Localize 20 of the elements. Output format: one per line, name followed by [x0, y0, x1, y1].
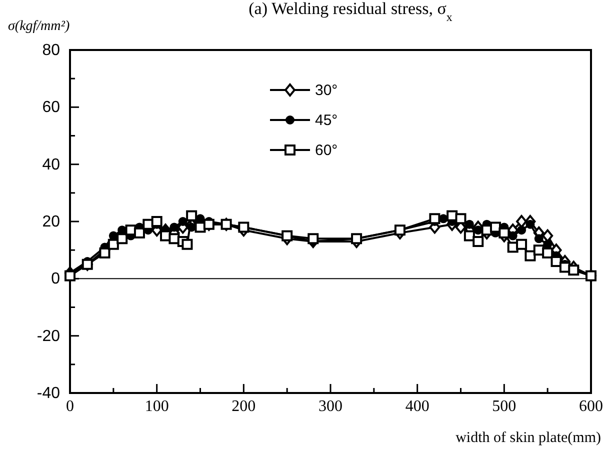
legend-label: 60°	[315, 142, 338, 159]
x-tick-label: 300	[318, 398, 342, 415]
x-tick-label: 200	[232, 398, 256, 415]
legend-label: 30°	[315, 82, 338, 99]
y-tick-label: 20	[42, 214, 60, 230]
chart-title: (a) Welding residual stress, σ$_{x}$	[248, 0, 452, 24]
legend-label: 45°	[315, 112, 338, 129]
x-axis-title: width of skin plate(mm)	[456, 430, 601, 446]
x-tick-label: 500	[492, 398, 516, 415]
y-tick-label: 40	[42, 156, 60, 174]
y-tick-label: 80	[42, 42, 60, 59]
y-tick-label: 60	[42, 99, 60, 116]
x-tick-label: 400	[405, 398, 430, 415]
x-tick-label: 0	[66, 398, 74, 415]
y-tick-label: 0	[51, 270, 60, 288]
y-tick-label: -40	[36, 385, 60, 402]
x-tick-label: 100	[144, 398, 169, 415]
x-tick-label: 600	[579, 398, 603, 415]
y-tick-label: -20	[36, 328, 60, 345]
y-axis-title: σ(kgf/mm²)	[8, 19, 70, 34]
